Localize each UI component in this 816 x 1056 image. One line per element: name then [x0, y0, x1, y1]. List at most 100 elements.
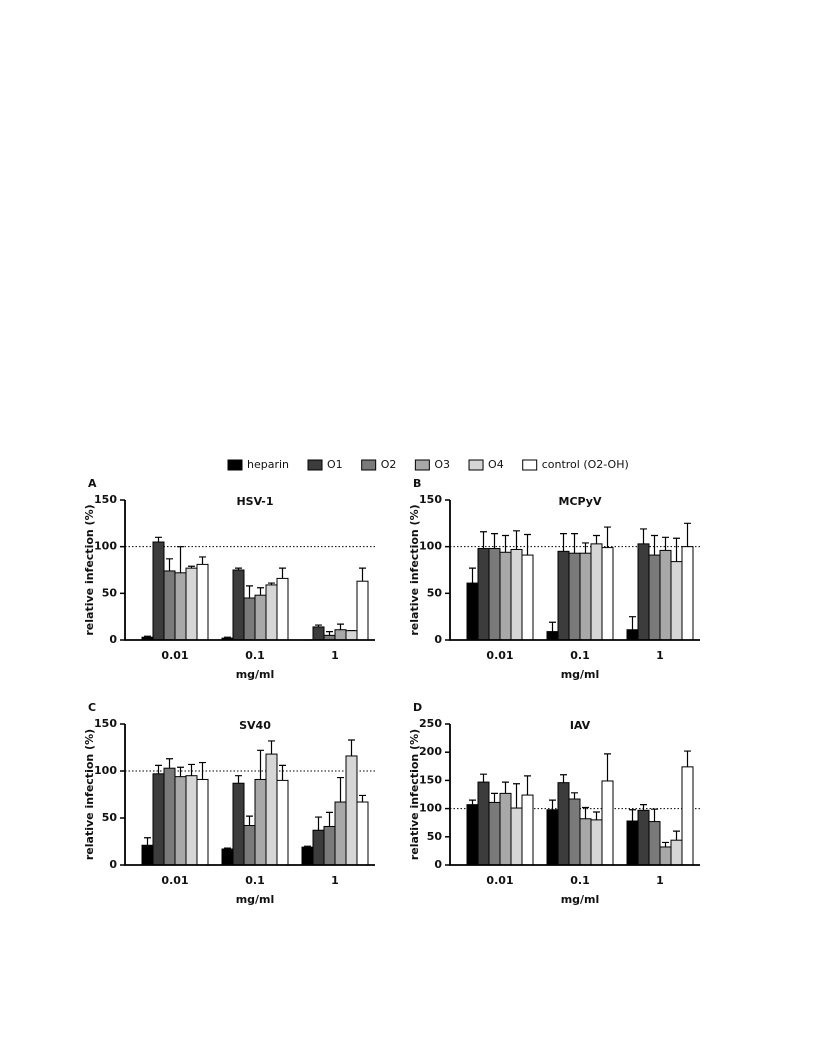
bar: [626, 629, 639, 641]
bar: [265, 753, 278, 866]
error-bar: [684, 522, 691, 547]
bar: [568, 798, 581, 866]
x-axis-label: mg/ml: [236, 893, 275, 906]
error-bar: [491, 533, 498, 549]
y-tick-label: 50: [427, 830, 443, 843]
error-bar: [469, 799, 476, 805]
error-bar: [246, 585, 253, 598]
y-tick-label: 100: [94, 764, 117, 777]
axes: [124, 724, 375, 866]
bar: [637, 809, 650, 866]
bar: [626, 820, 639, 866]
error-bar: [582, 542, 589, 554]
error-bar: [571, 533, 578, 554]
bar: [557, 550, 570, 641]
error-bar: [257, 749, 264, 780]
bar: [221, 848, 234, 866]
bar: [163, 767, 176, 866]
bar: [546, 809, 559, 866]
error-bar: [513, 783, 520, 809]
error-bar: [199, 761, 206, 780]
legend-swatch: [522, 459, 538, 471]
x-tick-label: 0.01: [486, 874, 513, 887]
error-bar: [337, 623, 344, 630]
x-tick-label: 1: [656, 649, 664, 662]
y-axis-label: relative infection (%): [408, 504, 421, 635]
error-bar: [257, 587, 264, 596]
bar: [477, 781, 490, 866]
y-tick-label: 50: [427, 586, 443, 599]
bar: [648, 554, 661, 641]
error-bar: [662, 841, 669, 847]
y-axis-label: relative infection (%): [83, 729, 96, 860]
error-bar: [560, 533, 567, 552]
error-bar: [155, 764, 162, 774]
error-bar: [359, 567, 366, 582]
error-bar: [326, 631, 333, 636]
y-tick-label: 100: [94, 540, 117, 553]
bar: [196, 563, 209, 641]
error-bar: [359, 794, 366, 803]
chart-title: HSV-1: [236, 495, 273, 508]
x-tick-label: 1: [331, 649, 339, 662]
bar: [185, 775, 198, 866]
error-bar: [144, 837, 151, 846]
legend-label: O1: [327, 458, 343, 471]
error-bar: [513, 530, 520, 550]
panel-letter: B: [413, 477, 421, 490]
error-bar: [673, 537, 680, 562]
bar: [466, 582, 479, 641]
error-bar: [337, 776, 344, 803]
bar: [579, 552, 592, 641]
x-tick-label: 1: [331, 874, 339, 887]
bar: [356, 580, 369, 641]
error-bar: [177, 766, 184, 777]
y-tick-label: 0: [434, 858, 442, 871]
bar: [232, 569, 245, 641]
axes: [449, 724, 700, 866]
bar: [243, 825, 256, 866]
error-bar: [593, 534, 600, 544]
error-bar: [640, 528, 647, 544]
error-bar: [166, 558, 173, 571]
legend-swatch: [361, 459, 377, 471]
chart-title: SV40: [239, 719, 271, 732]
legend-swatch: [307, 459, 323, 471]
y-tick-label: 150: [419, 493, 442, 506]
legend-label: O2: [381, 458, 397, 471]
x-tick-label: 0.1: [245, 649, 265, 662]
bar: [477, 548, 490, 641]
error-bar: [177, 546, 184, 573]
bar: [488, 548, 501, 641]
bar: [568, 552, 581, 641]
axes: [124, 500, 375, 641]
bar: [254, 594, 267, 641]
bar: [345, 630, 358, 641]
bar: [141, 844, 154, 866]
bar: [499, 792, 512, 866]
panel-letter: C: [88, 701, 96, 714]
error-bar: [629, 616, 636, 630]
error-bar: [582, 806, 589, 819]
error-bar: [268, 740, 275, 755]
x-tick-label: 0.01: [486, 649, 513, 662]
x-axis-label: mg/ml: [236, 668, 275, 681]
x-tick-label: 1: [656, 874, 664, 887]
error-bar: [166, 758, 173, 769]
y-tick-label: 150: [94, 493, 117, 506]
bar: [681, 546, 694, 641]
bar: [510, 548, 523, 641]
bar: [637, 543, 650, 641]
bar: [276, 779, 289, 866]
y-tick-label: 200: [419, 745, 442, 758]
bar: [254, 778, 267, 866]
bar: [356, 801, 369, 866]
error-bar: [155, 536, 162, 542]
bar: [590, 819, 603, 866]
bar: [345, 755, 358, 866]
y-tick-label: 150: [419, 773, 442, 786]
error-bar: [199, 556, 206, 565]
bar: [301, 846, 314, 866]
error-bar: [662, 536, 669, 551]
